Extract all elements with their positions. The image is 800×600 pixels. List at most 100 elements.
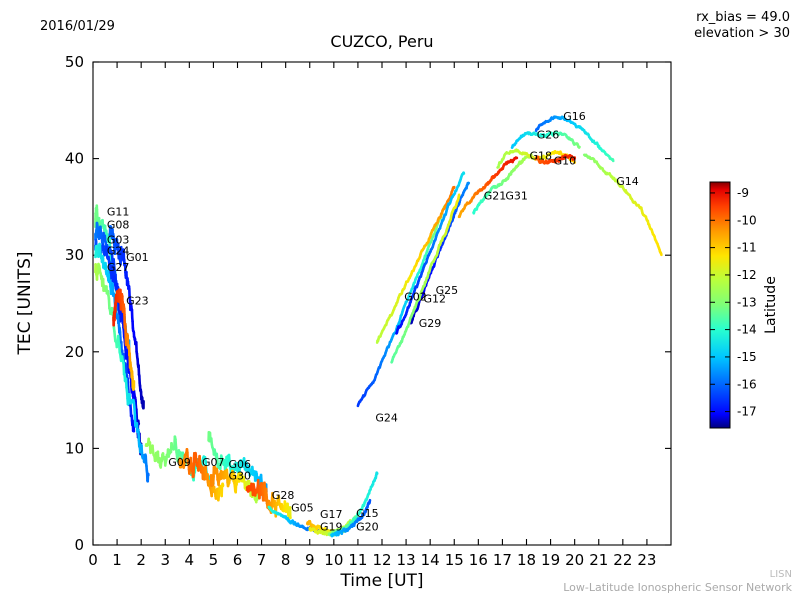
satellite-label-G16: G16 [563,110,586,123]
x-tick-label: 13 [397,551,416,569]
colorbar-tick-label: -9 [737,186,749,200]
satellite-label-G11: G11 [107,206,130,219]
satellite-label-G10: G10 [554,155,577,168]
colorbar-tick-label: -11 [737,241,757,255]
x-tick-label: 9 [305,551,315,569]
x-tick-label: 19 [541,551,560,569]
y-tick-label: 50 [65,53,84,71]
date-label: 2016/01/29 [40,19,115,34]
track-segment [133,405,137,417]
satellite-label-G19: G19 [320,521,343,534]
x-tick-label: 15 [445,551,464,569]
satellite-track-G27 [94,262,150,483]
tec-curves [94,115,663,538]
satellite-label-G18: G18 [530,150,553,163]
plot-frame [92,61,672,546]
x-tick-label: 22 [613,551,632,569]
satellite-label-G05: G05 [291,501,314,514]
satellite-track-G26 [510,130,581,150]
x-tick-label: 14 [421,551,440,569]
satellite-track-G23 [112,288,136,391]
x-tick-label: 6 [233,551,243,569]
satellite-label-G02: G02 [404,291,427,304]
y-tick-label: 40 [65,150,84,168]
satellite-track-G20 [330,498,372,538]
colorbar-ticks: -9 -10 -11 -12 -13 -14 -15 -16 -17 [710,186,757,419]
colorbar-tick-label: -15 [737,350,757,364]
colorbar-tick-label: -12 [737,268,757,282]
satellite-label-G30: G30 [228,469,251,482]
x-tick-label: 4 [185,551,195,569]
x-tick-label: 23 [637,551,656,569]
satellite-track-G02 [375,185,456,344]
colorbar-tick-label: -14 [737,323,757,337]
colorbar-tick-label: -17 [737,405,757,419]
y-tick-label: 30 [65,246,84,264]
satellite-label-G31: G31 [505,189,528,202]
org-abbr-watermark: LISN [770,569,792,580]
satellite-label-G25: G25 [436,284,459,297]
x-tick-label: 8 [281,551,291,569]
x-tick-label: 5 [209,551,219,569]
satellite-label-G01: G01 [126,251,149,264]
colorbar-tick-label: -16 [737,377,757,391]
satellite-label-G06: G06 [228,458,251,471]
satellite-label-G07: G07 [202,456,225,469]
satellite-label-G21: G21 [484,189,507,202]
y-tick-label: 0 [74,536,84,554]
x-tick-label: 18 [517,551,536,569]
satellite-label-G15: G15 [356,507,379,520]
satellite-track-G29 [390,193,461,364]
colorbar-tick-label: -13 [737,295,757,309]
x-tick-label: 12 [372,551,391,569]
colorbar-title: Latitude [763,276,779,334]
x-tick-label: 3 [160,551,170,569]
rx-bias-label: rx_bias = 49.0 [696,10,790,25]
satellite-track-G24b [356,205,446,408]
x-tick-label: 10 [324,551,343,569]
satellite-track-G24 [94,242,136,433]
x-tick-label: 0 [88,551,98,569]
satellite-label-G26: G26 [537,128,560,141]
satellite-label-G09: G09 [168,456,191,469]
satellite-track-G10 [534,153,576,165]
x-axis-title: Time [UT] [339,571,423,591]
org-full-watermark: Low-Latitude Ionospheric Sensor Network [563,581,792,594]
track-segment [133,413,137,427]
satellite-label-G29: G29 [419,317,442,330]
x-tick-label: 16 [469,551,488,569]
x-tick-label: 2 [136,551,146,569]
satellite-track-G28 [245,478,292,520]
satellite-label-G14: G14 [616,175,639,188]
satellite-track-G16 [534,115,615,163]
satellite-label-G08: G08 [107,218,130,231]
satellite-label-G27: G27 [107,261,130,274]
page-title: CUZCO, Peru [330,32,433,51]
satellite-label-G12: G12 [424,293,447,306]
y-tick-label: 20 [65,343,84,361]
x-tick-label: 1 [112,551,122,569]
satellite-label-G17: G17 [320,508,343,521]
y-tick-label: 10 [65,439,84,457]
track-segment [107,297,111,310]
satellite-label-G20: G20 [356,521,379,534]
axis-ticks [92,61,671,546]
elevation-label: elevation > 30 [694,26,790,41]
x-tick-label: 20 [565,551,584,569]
satellite-track-G14 [582,153,663,257]
satellite-track-G07 [178,447,225,502]
track-segment [174,437,178,449]
colorbar-gradient [709,181,731,429]
axis-tick-labels: 0 1 2 3 4 5 6 7 8 9 10 11 12 13 14 15 16 17 18 19 20 21 22 2301… [65,53,657,569]
x-tick-label: 7 [257,551,267,569]
x-tick-label: 21 [589,551,608,569]
satellite-label-G28: G28 [272,489,295,502]
satellite-label-G03: G03 [107,234,130,247]
y-axis-title: TEC [UNITS] [15,251,35,355]
track-segment [105,245,109,257]
x-tick-label: 11 [348,551,367,569]
